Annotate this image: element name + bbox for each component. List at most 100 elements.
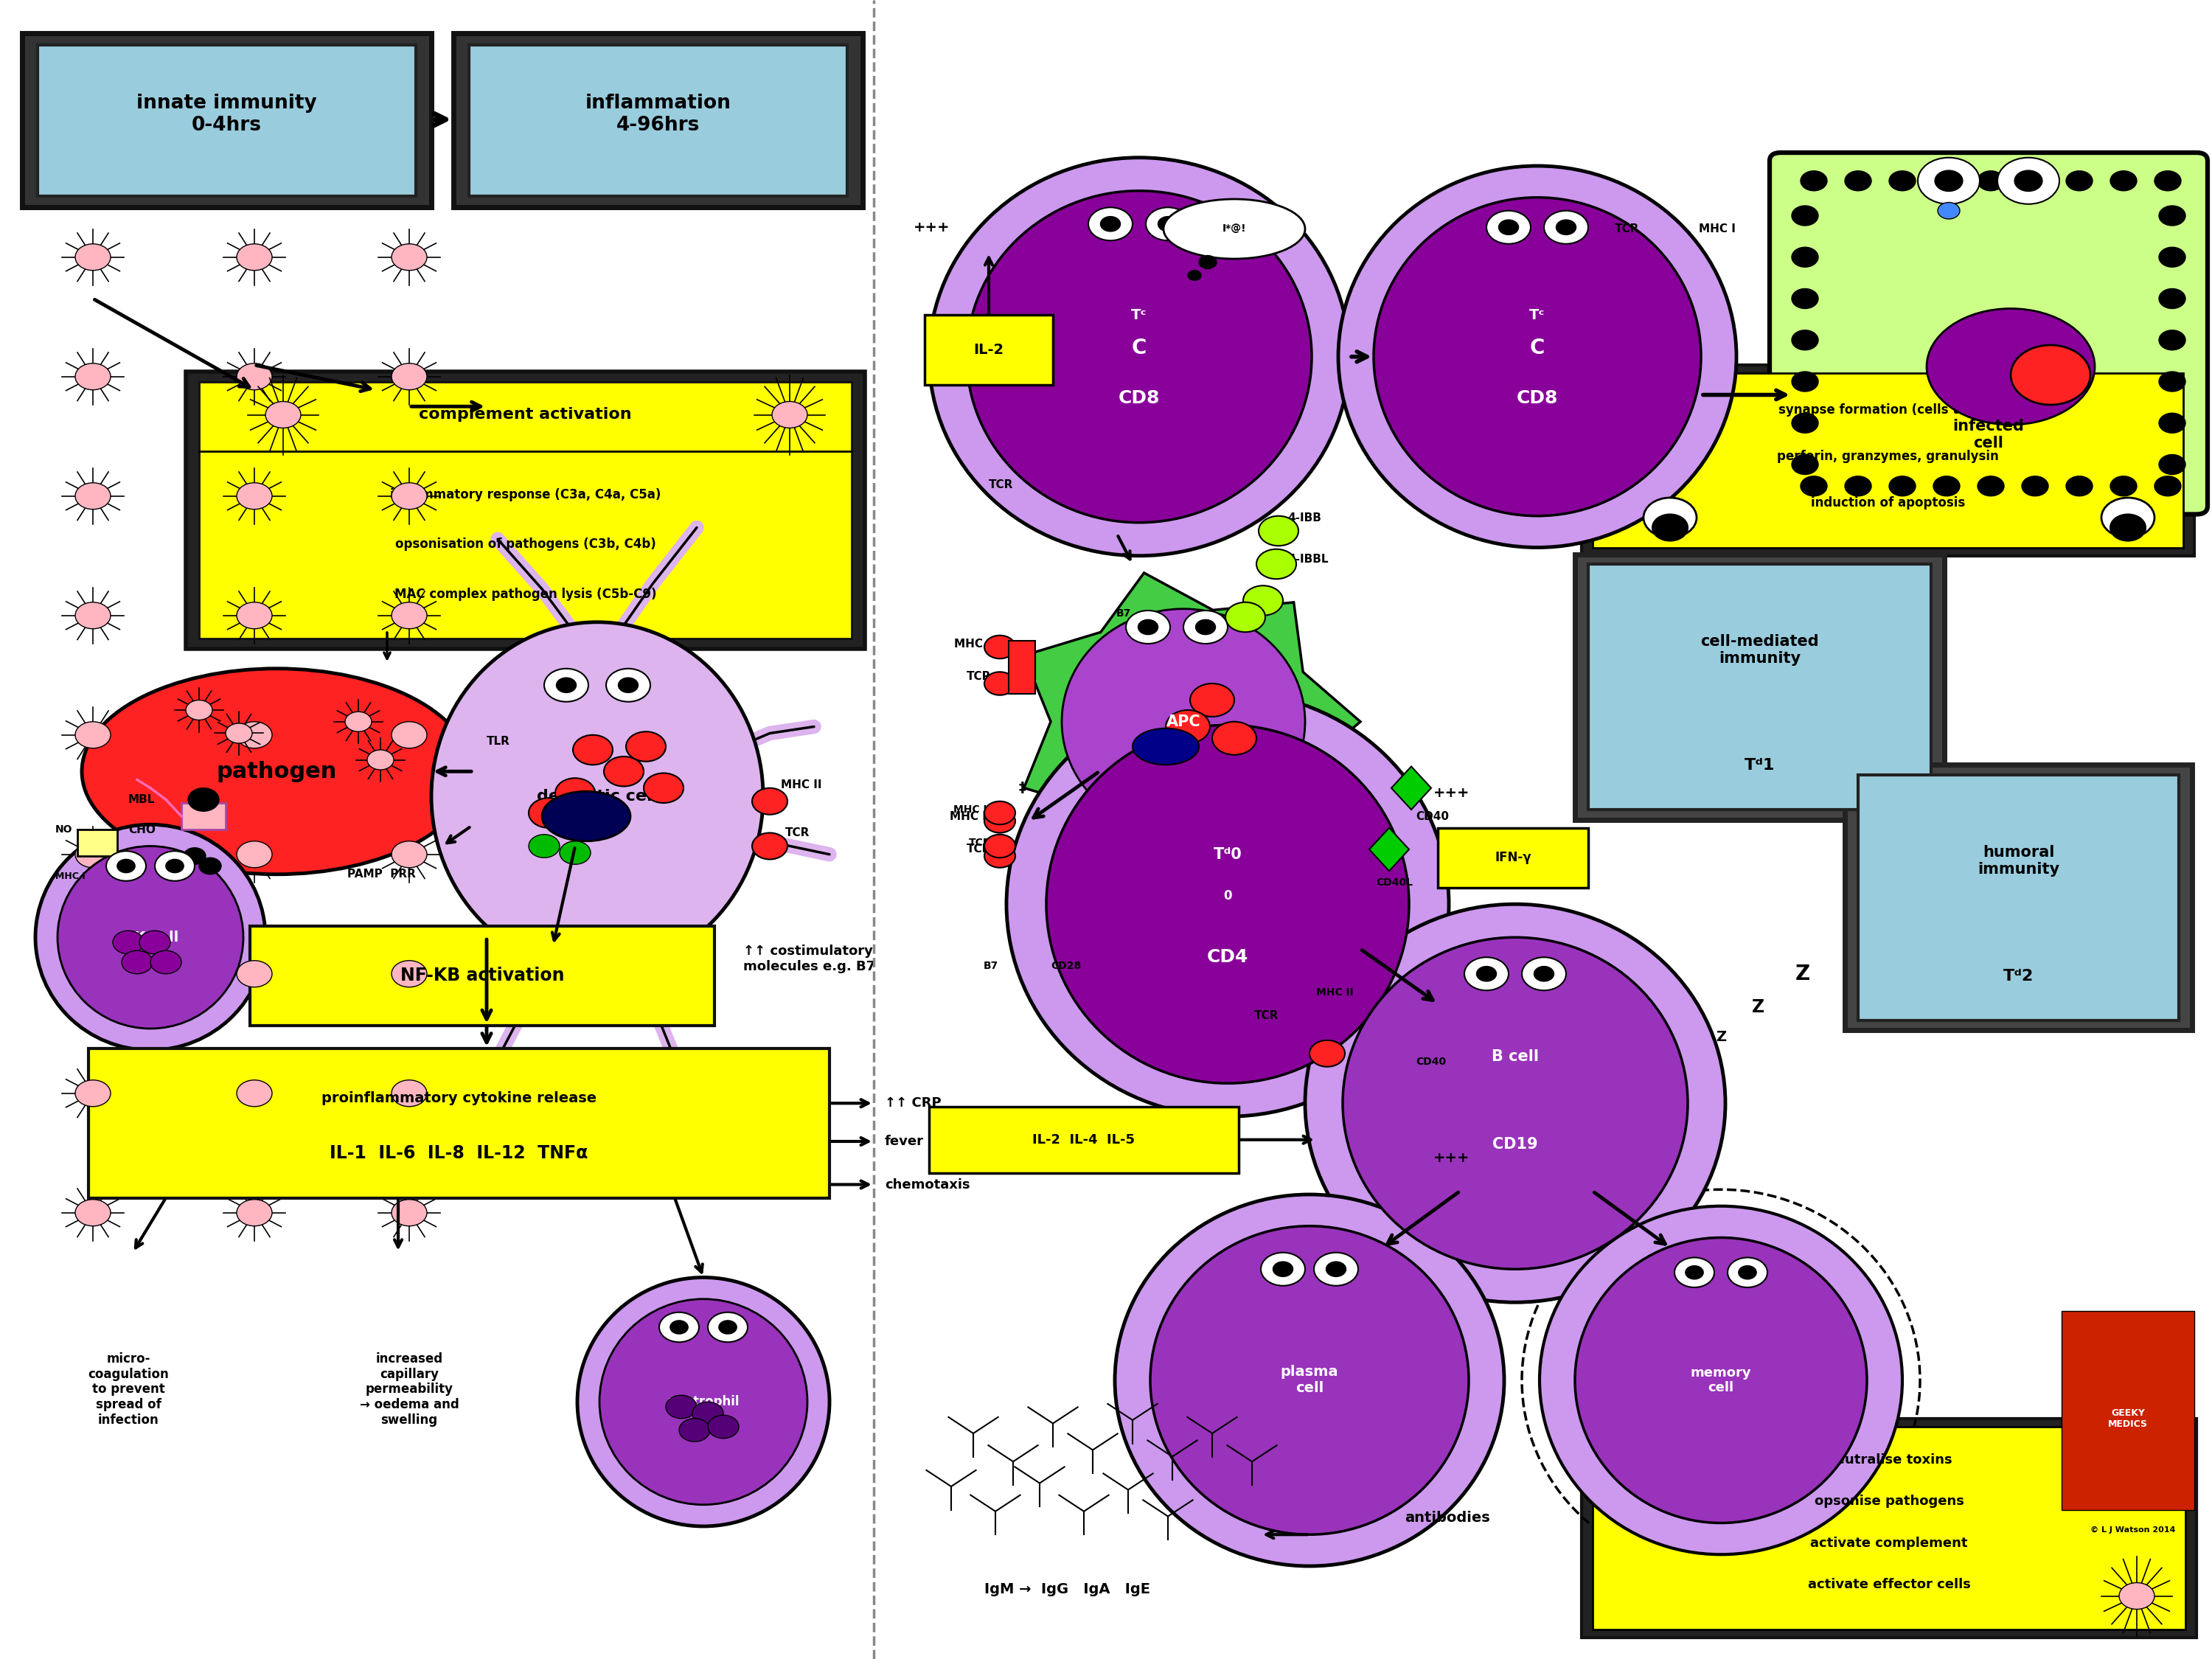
Ellipse shape [392,722,427,748]
Ellipse shape [1115,1194,1504,1566]
FancyBboxPatch shape [929,1107,1239,1173]
Ellipse shape [122,951,153,974]
Ellipse shape [1889,171,1916,191]
Ellipse shape [1978,171,2004,191]
Ellipse shape [719,1321,737,1334]
Ellipse shape [1933,476,1960,496]
Ellipse shape [1164,199,1305,259]
Ellipse shape [1261,1253,1305,1286]
Text: neutralise toxins: neutralise toxins [1827,1453,1951,1467]
Ellipse shape [1225,602,1265,632]
Text: ‡: ‡ [1018,781,1026,795]
Text: TCR: TCR [785,828,810,838]
Ellipse shape [1997,158,2059,204]
Ellipse shape [265,401,301,428]
Text: opsonise pathogens: opsonise pathogens [1814,1495,1964,1508]
Ellipse shape [752,833,787,859]
Text: 0: 0 [1223,889,1232,902]
Ellipse shape [1305,904,1725,1302]
Text: activate complement: activate complement [1809,1536,1969,1550]
Text: CD40L: CD40L [1376,878,1413,888]
Polygon shape [1391,766,1431,810]
Text: B cell: B cell [1491,1050,1540,1063]
Text: NO: NO [55,825,73,834]
Ellipse shape [1792,413,1818,433]
Text: APC: APC [1166,715,1201,728]
Text: TCR: TCR [1254,1010,1279,1020]
Text: Z: Z [1752,999,1765,1015]
Text: induction of apoptosis: induction of apoptosis [1812,496,1964,509]
FancyBboxPatch shape [1593,1427,2185,1629]
Text: antibodies: antibodies [1405,1511,1491,1525]
Ellipse shape [1212,722,1256,755]
FancyBboxPatch shape [38,45,416,196]
Ellipse shape [82,669,471,874]
Ellipse shape [237,602,272,629]
Ellipse shape [670,1321,688,1334]
Text: MHC I: MHC I [55,871,86,881]
Text: IL-2  IL-4  IL-5: IL-2 IL-4 IL-5 [1033,1133,1135,1146]
Ellipse shape [367,750,394,770]
Ellipse shape [1486,211,1531,244]
Ellipse shape [772,401,807,428]
Ellipse shape [1792,330,1818,350]
Ellipse shape [1310,1040,1345,1067]
Text: IL-1  IL-6  IL-8  IL-12  TNFα: IL-1 IL-6 IL-8 IL-12 TNFα [330,1145,588,1161]
Ellipse shape [1535,966,1553,980]
Ellipse shape [1183,611,1228,644]
Text: fever: fever [885,1135,925,1148]
Ellipse shape [2154,171,2181,191]
Ellipse shape [626,732,666,761]
Ellipse shape [1575,1238,1867,1523]
Ellipse shape [599,1299,807,1505]
Ellipse shape [984,801,1015,825]
FancyBboxPatch shape [181,803,226,830]
Text: CD40: CD40 [1416,811,1449,821]
Polygon shape [1024,572,1360,871]
FancyBboxPatch shape [186,372,865,649]
Ellipse shape [1159,216,1177,231]
Ellipse shape [2022,171,2048,191]
Ellipse shape [1133,728,1199,765]
Ellipse shape [1644,498,1697,538]
Ellipse shape [929,158,1349,556]
Ellipse shape [1343,937,1688,1269]
Ellipse shape [708,1415,739,1438]
Ellipse shape [392,961,427,987]
Text: MBL: MBL [128,795,155,805]
Text: 4-IBBL: 4-IBBL [1287,554,1327,564]
Ellipse shape [1272,1261,1292,1277]
Text: +++: +++ [914,221,951,234]
FancyBboxPatch shape [77,830,117,856]
Text: TCR: TCR [989,479,1013,489]
Text: IL-2: IL-2 [973,343,1004,357]
Text: © L J Watson 2014: © L J Watson 2014 [2090,1526,2174,1533]
Text: CD8: CD8 [1517,390,1557,406]
FancyBboxPatch shape [88,1048,830,1198]
Ellipse shape [2110,514,2146,541]
Ellipse shape [1557,219,1575,234]
Ellipse shape [1259,516,1298,546]
Ellipse shape [392,841,427,868]
FancyBboxPatch shape [1770,153,2208,514]
Ellipse shape [1845,476,1871,496]
Text: CD40: CD40 [1416,1057,1447,1067]
Ellipse shape [58,846,243,1029]
Ellipse shape [1374,197,1701,516]
FancyBboxPatch shape [1009,640,1035,693]
Text: MHC I: MHC I [1699,224,1736,234]
Text: C: C [1133,338,1146,358]
Text: I*@!: I*@! [1223,224,1245,234]
Ellipse shape [392,1080,427,1107]
Ellipse shape [237,363,272,390]
Ellipse shape [708,1312,748,1342]
Ellipse shape [237,483,272,509]
Ellipse shape [2066,171,2093,191]
Text: ↑↑ costimulatory
molecules e.g. B7: ↑↑ costimulatory molecules e.g. B7 [743,944,876,974]
Text: 4-IBB: 4-IBB [1287,513,1321,523]
FancyBboxPatch shape [199,382,852,639]
Ellipse shape [2015,171,2042,191]
Text: infected
cell: infected cell [1953,418,2024,451]
Ellipse shape [1137,619,1159,634]
Ellipse shape [2159,247,2185,267]
